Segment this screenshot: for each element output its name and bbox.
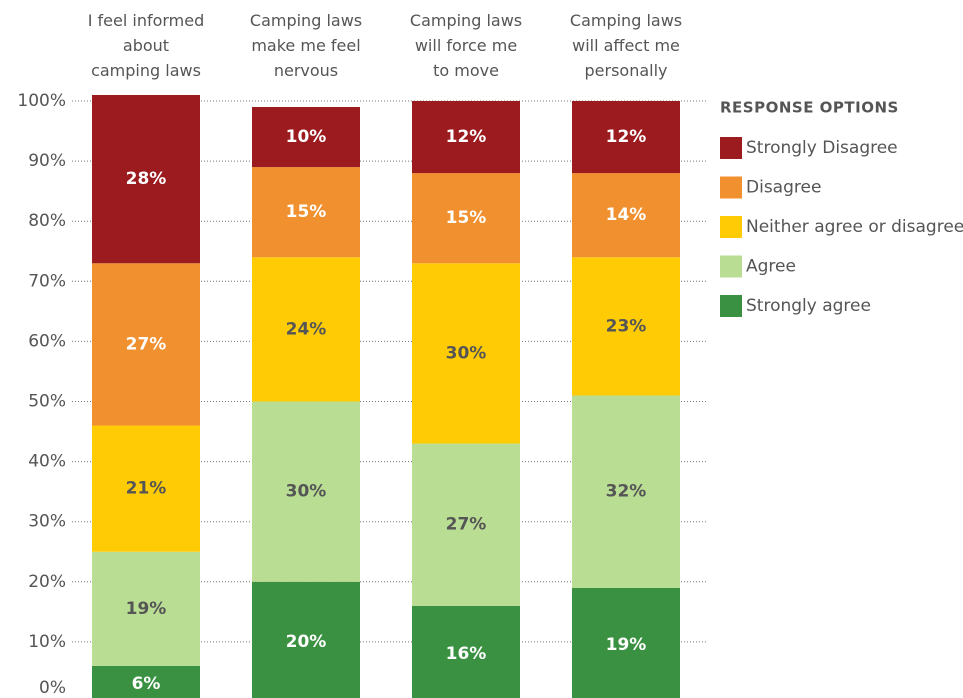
data-label: 19%	[126, 599, 167, 619]
bar-segment	[92, 94, 200, 264]
y-tick-label: 70%	[28, 271, 66, 291]
y-tick-label: 20%	[28, 572, 66, 592]
category-label: I feel informed about camping laws	[87, 11, 205, 80]
data-label: 15%	[446, 208, 487, 228]
bar-segment	[572, 587, 680, 698]
data-label: 28%	[126, 169, 167, 189]
y-tick-label: 90%	[28, 151, 66, 171]
data-label: 10%	[286, 127, 327, 147]
data-label: 23%	[606, 316, 647, 336]
y-tick-label: 10%	[28, 632, 66, 652]
data-label: 15%	[286, 202, 327, 222]
legend-label: Strongly agree	[746, 296, 871, 316]
data-label: 24%	[286, 319, 327, 339]
data-label: 19%	[606, 635, 647, 655]
bar-segment	[572, 257, 680, 396]
data-label: 27%	[126, 334, 167, 354]
bar-segment	[252, 107, 360, 168]
category-label: Camping laws will affect me personally	[569, 11, 683, 80]
legend-swatch	[720, 216, 742, 238]
category-label: Camping laws will force me to move	[409, 11, 523, 80]
data-label: 30%	[446, 343, 487, 363]
bar-segment	[412, 605, 520, 698]
bar-segment	[252, 581, 360, 698]
legend-swatch	[720, 137, 742, 159]
bar-segment	[412, 443, 520, 606]
legend-label: Neither agree or disagree	[746, 217, 963, 237]
y-tick-label: 40%	[28, 452, 66, 472]
bar-segment	[252, 401, 360, 582]
legend-label: Strongly Disagree	[746, 138, 898, 158]
data-label: 12%	[606, 127, 647, 147]
legend-label: Agree	[746, 257, 796, 277]
bar-segment	[252, 257, 360, 402]
legend-swatch	[720, 295, 742, 317]
legend-swatch	[720, 255, 742, 278]
bar-segment	[412, 263, 520, 444]
legend-swatch	[720, 176, 742, 199]
data-label: 21%	[126, 479, 167, 499]
bar-segment	[92, 263, 200, 426]
y-tick-label: 50%	[28, 392, 66, 412]
data-label: 32%	[606, 482, 647, 502]
data-label: 6%	[132, 674, 161, 694]
bar-segment	[572, 101, 680, 174]
bar-segment	[252, 167, 360, 258]
y-tick-label: 80%	[28, 211, 66, 231]
data-label: 16%	[446, 644, 487, 664]
legend-title: RESPONSE OPTIONS	[720, 99, 899, 117]
bar-segment	[572, 395, 680, 588]
data-label: 14%	[606, 205, 647, 225]
y-tick-label: 60%	[28, 331, 66, 351]
data-label: 20%	[286, 632, 327, 652]
bar-segment	[92, 665, 200, 698]
category-label: Camping laws make me feel nervous	[249, 11, 363, 80]
bar-segment	[412, 173, 520, 264]
bar-segment	[92, 425, 200, 552]
data-label: 27%	[446, 515, 487, 535]
y-tick-label: 100%	[17, 91, 66, 111]
bar-segment	[572, 173, 680, 258]
data-label: 12%	[446, 127, 487, 147]
y-tick-label: 0%	[39, 678, 66, 698]
bar-segment	[92, 551, 200, 666]
legend-label: Disagree	[746, 178, 821, 198]
bar-segment	[412, 101, 520, 174]
data-label: 30%	[286, 482, 327, 502]
y-tick-label: 30%	[28, 512, 66, 532]
